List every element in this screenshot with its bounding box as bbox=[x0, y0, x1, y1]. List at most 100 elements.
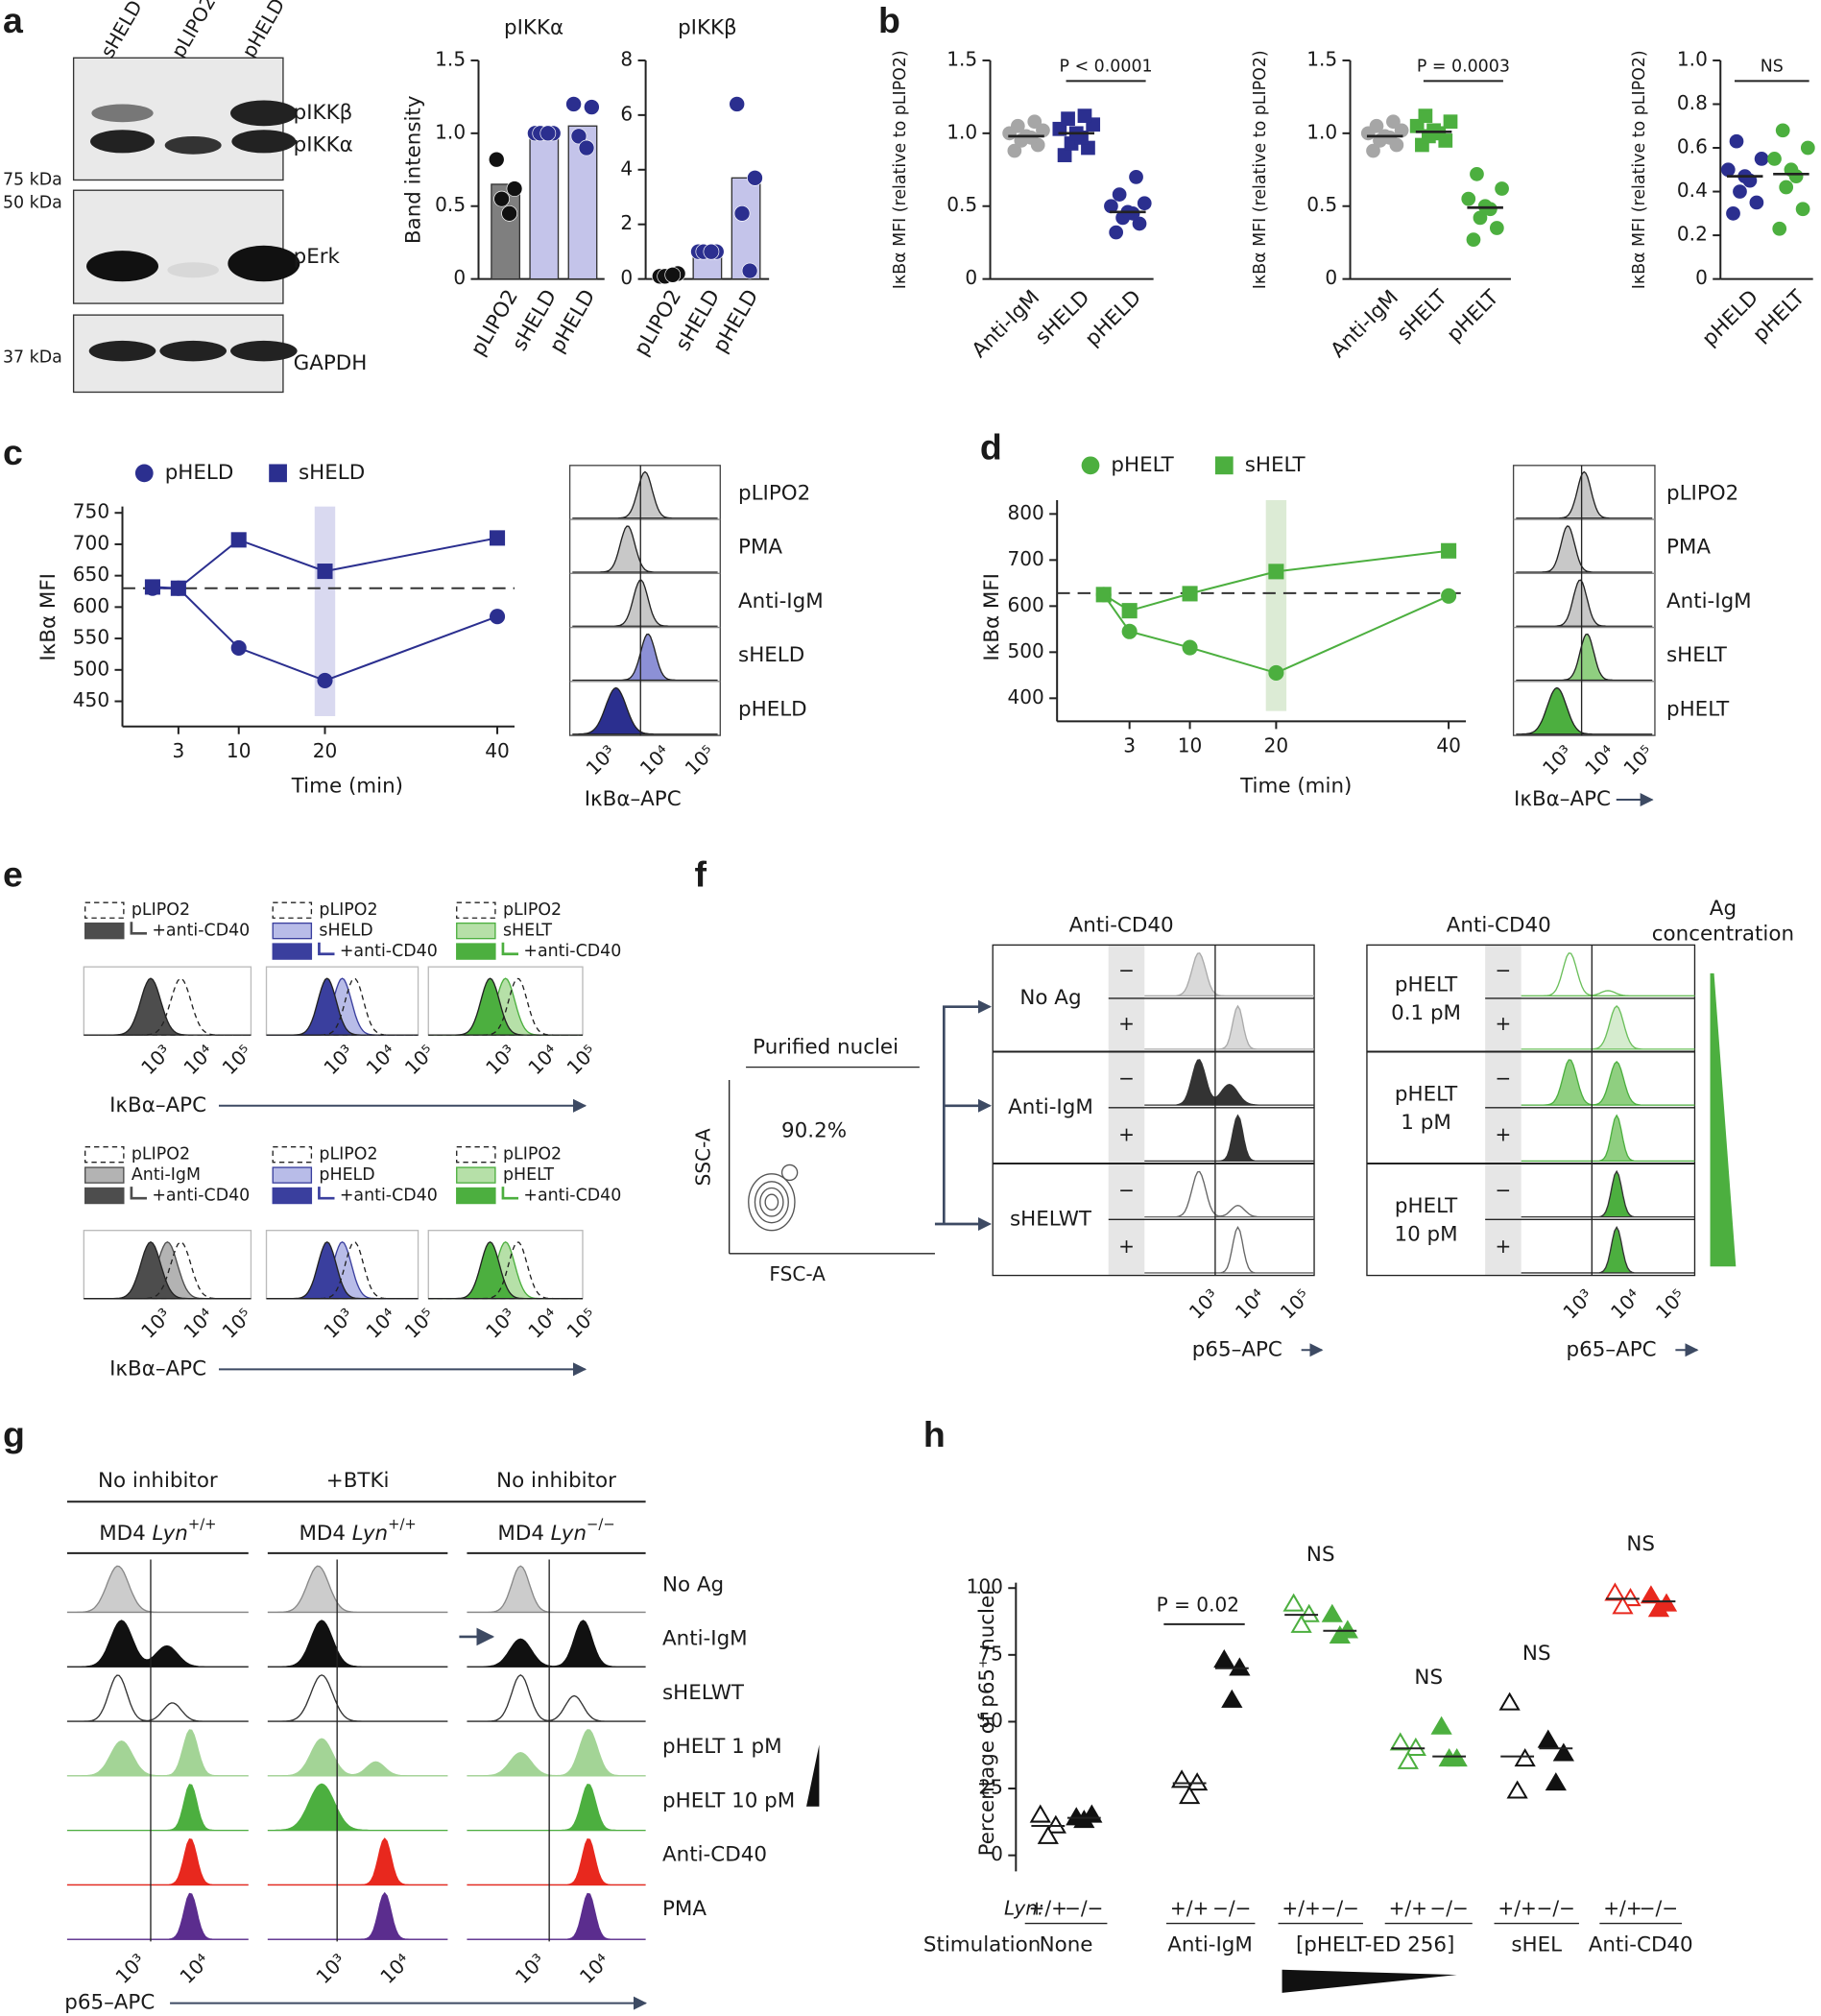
row-label: sHELWT bbox=[662, 1681, 745, 1705]
genotype-label: −/− bbox=[1429, 1896, 1468, 1919]
gate-percent: 90.2% bbox=[781, 1119, 847, 1143]
histogram bbox=[572, 686, 718, 735]
panel-label: b bbox=[878, 0, 900, 40]
y-tick-label: 1.0 bbox=[435, 120, 466, 143]
y-axis-label: IκBα MFI (relative to pLIPO2) bbox=[1251, 50, 1270, 289]
legend-swatch bbox=[456, 922, 496, 940]
data-point bbox=[1329, 1624, 1351, 1644]
data-point bbox=[1037, 1825, 1059, 1844]
data-point bbox=[1441, 588, 1457, 604]
legend-swatch bbox=[272, 1166, 313, 1184]
histogram bbox=[467, 1729, 646, 1777]
blot-band bbox=[91, 104, 154, 123]
histogram bbox=[1516, 633, 1653, 682]
data-point bbox=[1466, 232, 1481, 248]
data-point bbox=[1366, 143, 1380, 158]
histogram bbox=[1521, 952, 1695, 996]
legend-swatch bbox=[456, 1187, 496, 1205]
legend-arrow bbox=[318, 942, 335, 956]
legend-label: sHELT bbox=[1245, 453, 1306, 477]
legend-swatch bbox=[84, 901, 125, 919]
histogram bbox=[1521, 1169, 1695, 1218]
row-label: pHELT bbox=[1395, 973, 1458, 997]
x-axis-label: FSC-A bbox=[769, 1262, 826, 1285]
histogram bbox=[467, 1674, 646, 1722]
x-tick-label: 40 bbox=[1436, 734, 1461, 757]
data-point bbox=[1213, 1649, 1235, 1668]
strain-label: MD4 Lyn+/+ bbox=[299, 1516, 416, 1545]
stimulation-label: Anti-CD40 bbox=[1589, 1932, 1693, 1956]
annotation: NS bbox=[1626, 1532, 1655, 1556]
data-point bbox=[317, 564, 333, 580]
y-tick-label: 0.8 bbox=[1677, 91, 1708, 114]
data-point bbox=[493, 190, 510, 207]
data-point bbox=[1007, 143, 1022, 158]
data-point bbox=[1404, 1737, 1426, 1756]
contour bbox=[780, 1164, 799, 1182]
data-point bbox=[1640, 1585, 1663, 1604]
legend-label: pLIPO2 bbox=[319, 1145, 377, 1164]
legend-label: sHELT bbox=[503, 922, 552, 941]
genotype-label: −/− bbox=[1321, 1896, 1359, 1919]
y-tick-label: 1.5 bbox=[946, 47, 977, 70]
row-label: No Ag bbox=[662, 1572, 724, 1596]
histogram bbox=[467, 1784, 646, 1832]
sign: + bbox=[1495, 1122, 1511, 1145]
genotype-label: −/− bbox=[1212, 1896, 1251, 1919]
data-point bbox=[1121, 623, 1138, 639]
x-tick-label: 20 bbox=[313, 739, 338, 762]
strain-label: MD4 Lyn+/+ bbox=[99, 1516, 216, 1545]
highlight-band bbox=[314, 506, 336, 716]
legend-swatch bbox=[456, 943, 496, 960]
y-tick-label: 0.4 bbox=[1677, 179, 1708, 202]
panel-label: a bbox=[3, 0, 24, 40]
legend-arrow bbox=[501, 1187, 519, 1200]
sign: − bbox=[1118, 1067, 1135, 1090]
data-point bbox=[1282, 1593, 1305, 1612]
data-point bbox=[1029, 1804, 1051, 1823]
strain-genotype: +/+ bbox=[388, 1516, 417, 1532]
legend-swatch bbox=[272, 922, 313, 940]
y-tick-label: 4 bbox=[620, 156, 633, 180]
data-point bbox=[1443, 114, 1458, 130]
legend-arrow bbox=[130, 922, 147, 935]
condition-label: No inhibitor bbox=[98, 1469, 218, 1493]
y-axis-label: Percentage of p65⁺ nuclei bbox=[975, 1590, 999, 1857]
y-tick-label: 600 bbox=[1007, 593, 1043, 616]
row-label: pHELT bbox=[1395, 1082, 1458, 1106]
histogram bbox=[66, 1620, 249, 1668]
panel-label: c bbox=[3, 432, 23, 472]
y-tick-label: 1.0 bbox=[946, 120, 977, 143]
blot-band bbox=[86, 251, 159, 282]
data-point bbox=[741, 262, 758, 279]
histogram bbox=[66, 1892, 249, 1940]
condition-label: +BTKi bbox=[326, 1469, 390, 1493]
data-point bbox=[583, 99, 600, 115]
row-label: No Ag bbox=[1019, 986, 1081, 1010]
strain-prefix: MD4 bbox=[497, 1522, 544, 1546]
sign: − bbox=[1495, 1179, 1511, 1202]
data-point bbox=[501, 204, 518, 222]
blot-band bbox=[159, 340, 227, 362]
annotation: NS bbox=[1522, 1642, 1551, 1666]
data-point bbox=[703, 243, 720, 260]
histogram bbox=[1144, 952, 1315, 996]
legend-label: +anti-CD40 bbox=[340, 1187, 438, 1206]
y-tick-label: 400 bbox=[1007, 685, 1043, 708]
data-point bbox=[1369, 118, 1384, 133]
data-point bbox=[664, 266, 682, 283]
data-point bbox=[1720, 162, 1736, 178]
data-point bbox=[1795, 202, 1810, 217]
y-tick-label: 2 bbox=[620, 211, 633, 234]
data-point bbox=[1298, 1603, 1320, 1622]
histogram bbox=[1144, 1114, 1315, 1163]
x-axis-label: IκBα–APC bbox=[109, 1356, 206, 1380]
histogram bbox=[467, 1620, 646, 1668]
data-point bbox=[490, 530, 506, 546]
sign: + bbox=[1118, 1122, 1135, 1145]
blot bbox=[72, 189, 284, 304]
histogram bbox=[1144, 1004, 1315, 1050]
band-label: pIKKα bbox=[294, 132, 353, 156]
data-point bbox=[1268, 564, 1284, 580]
concentration-wedge bbox=[1282, 1969, 1457, 1993]
